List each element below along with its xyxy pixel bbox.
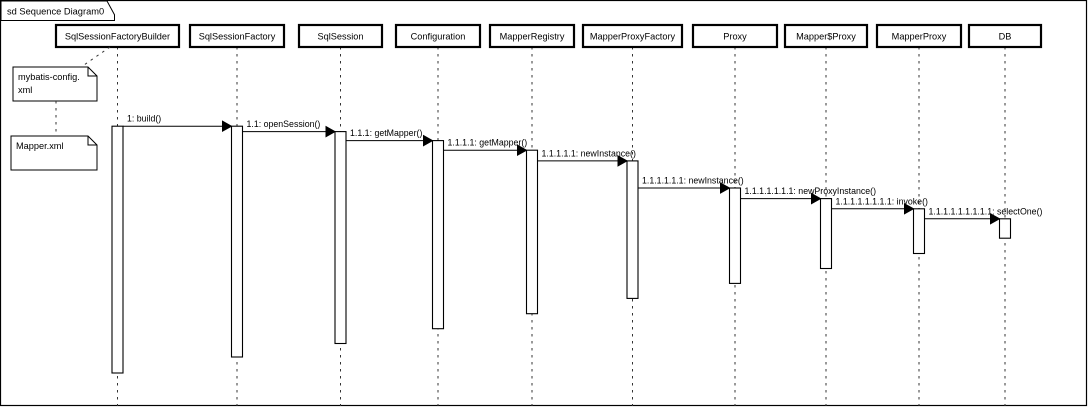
svg-text:1.1.1.1.1.1.1: newProxyInstanc: 1.1.1.1.1.1.1: newProxyInstance()	[745, 186, 877, 196]
svg-text:MapperProxy: MapperProxy	[892, 32, 947, 42]
svg-text:Mapper.xml: Mapper.xml	[16, 141, 64, 151]
svg-text:Configuration: Configuration	[411, 32, 466, 42]
svg-text:xml: xml	[18, 85, 32, 95]
svg-text:1.1: openSession(): 1.1: openSession()	[247, 119, 321, 129]
svg-text:sd Sequence Diagram0: sd Sequence Diagram0	[7, 7, 104, 17]
svg-text:1: build(): 1: build()	[127, 114, 161, 124]
svg-text:SqlSessionFactory: SqlSessionFactory	[199, 32, 276, 42]
svg-text:1.1.1: getMapper(): 1.1.1: getMapper()	[350, 128, 422, 138]
svg-text:SqlSessionFactoryBuilder: SqlSessionFactoryBuilder	[65, 32, 170, 42]
svg-text:mybatis-config.: mybatis-config.	[18, 72, 80, 82]
svg-text:DB: DB	[999, 32, 1012, 42]
svg-text:1.1.1.1.1: newInstance(): 1.1.1.1.1: newInstance()	[542, 148, 636, 158]
svg-text:Proxy: Proxy	[723, 32, 747, 42]
svg-text:MapperRegistry: MapperRegistry	[500, 32, 565, 42]
svg-text:1.1.1.1.1.1.1.1.1: selectOne(): 1.1.1.1.1.1.1.1.1: selectOne()	[929, 206, 1043, 216]
svg-text:SqlSession: SqlSession	[318, 32, 364, 42]
svg-text:1.1.1.1.1.1.1.1: invoke(): 1.1.1.1.1.1.1.1: invoke()	[836, 196, 928, 206]
svg-text:MapperProxyFactory: MapperProxyFactory	[590, 32, 676, 42]
svg-text:Mapper$Proxy: Mapper$Proxy	[796, 32, 856, 42]
svg-text:1.1.1.1: getMapper(): 1.1.1.1: getMapper()	[448, 138, 528, 148]
svg-text:1.1.1.1.1.1: newInstance(): 1.1.1.1.1.1: newInstance()	[642, 176, 744, 186]
